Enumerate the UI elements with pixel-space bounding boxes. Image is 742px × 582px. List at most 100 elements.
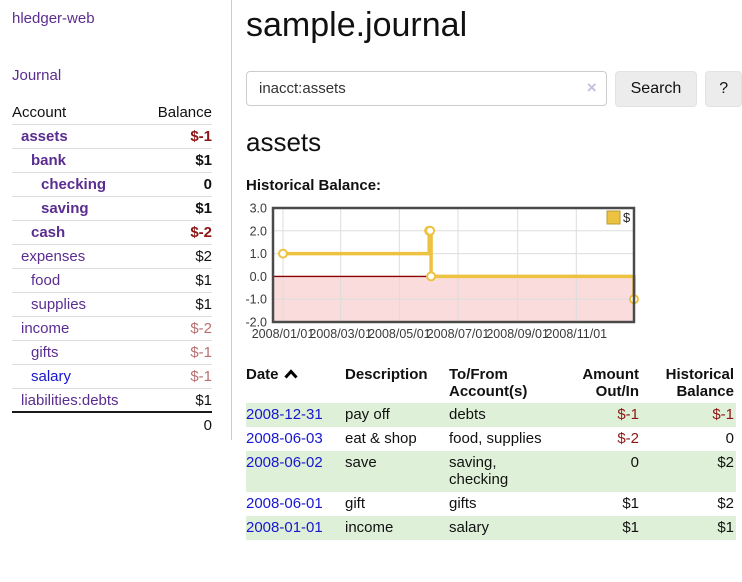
svg-text:2008/11/01: 2008/11/01: [545, 327, 607, 341]
accounts-total-value: 0: [145, 412, 212, 436]
transaction-description: pay off: [345, 403, 449, 427]
sort-ascending-icon: [284, 366, 298, 383]
transaction-amount: 0: [580, 451, 641, 492]
transaction-description: eat & shop: [345, 427, 449, 451]
transaction-date-link[interactable]: 2008-12-31: [246, 406, 323, 423]
description-column-header[interactable]: Description: [345, 363, 449, 403]
svg-text:-1.0: -1.0: [246, 293, 267, 307]
transaction-accounts: salary: [449, 516, 580, 540]
search-form: × Search ?: [246, 71, 742, 106]
account-link-saving[interactable]: saving: [41, 200, 89, 217]
account-row: income $-2: [12, 316, 212, 340]
account-link-liabilities-debts[interactable]: liabilities:debts: [21, 392, 119, 409]
chart-canvas: 3.02.01.00.0-1.0-2.02008/01/012008/03/01…: [246, 202, 742, 347]
historical-balance-chart[interactable]: 3.02.01.00.0-1.0-2.02008/01/012008/03/01…: [246, 202, 742, 347]
account-balance: $2: [145, 244, 212, 268]
transaction-date-link[interactable]: 2008-06-02: [246, 454, 323, 471]
account-link-income[interactable]: income: [21, 320, 69, 337]
account-balance: $1: [145, 388, 212, 412]
balance-column-header: Balance: [145, 100, 212, 124]
account-balance: $-1: [145, 124, 212, 148]
help-button[interactable]: ?: [705, 71, 742, 107]
account-balance: $-2: [145, 220, 212, 244]
svg-text:2008/01/01: 2008/01/01: [252, 327, 315, 341]
account-row: bank $1: [12, 148, 212, 172]
app-brand-link[interactable]: hledger-web: [12, 10, 231, 27]
account-row: checking 0: [12, 172, 212, 196]
svg-text:2008/05/01: 2008/05/01: [368, 327, 431, 341]
transaction-accounts: food, supplies: [449, 427, 580, 451]
register-table: Date Description To/From Account(s) Amou…: [246, 363, 736, 540]
transaction-row[interactable]: 2008-12-31pay offdebts$-1$-1: [246, 403, 736, 427]
balance-column-header-main[interactable]: Historical Balance: [641, 363, 736, 403]
transaction-balance: $2: [641, 492, 736, 516]
account-link-bank[interactable]: bank: [31, 152, 66, 169]
svg-text:0.0: 0.0: [250, 270, 267, 284]
transaction-row[interactable]: 2008-06-01 giftgifts$1$2: [246, 492, 736, 516]
sidebar-item-journal[interactable]: Journal: [12, 67, 231, 84]
legend-label: $: [623, 210, 631, 225]
account-row: expenses $2: [12, 244, 212, 268]
account-link-assets[interactable]: assets: [21, 128, 68, 145]
account-row: saving $1: [12, 196, 212, 220]
transaction-row[interactable]: 2008-01-01incomesalary$1$1: [246, 516, 736, 540]
date-column-header[interactable]: Date: [246, 363, 345, 403]
page-title: sample.journal: [246, 6, 742, 45]
transaction-accounts: saving, checking: [449, 451, 580, 492]
transaction-date-link[interactable]: 2008-01-01: [246, 519, 323, 536]
transaction-amount: $1: [580, 492, 641, 516]
account-row: cash $-2: [12, 220, 212, 244]
account-row: supplies $1: [12, 292, 212, 316]
account-column-header: Account: [12, 100, 145, 124]
account-tree-header: Account Balance: [12, 100, 212, 124]
svg-text:2.0: 2.0: [250, 224, 267, 238]
main-content: sample.journal × Search ? assets Histori…: [246, 0, 742, 540]
transaction-date-link[interactable]: 2008-06-03: [246, 430, 323, 447]
account-link-expenses[interactable]: expenses: [21, 248, 85, 265]
account-balance: $-2: [145, 316, 212, 340]
search-button[interactable]: Search: [615, 71, 698, 107]
search-input[interactable]: [246, 71, 607, 106]
accounts-total-row: 0: [12, 412, 212, 436]
clear-search-icon[interactable]: ×: [587, 78, 597, 98]
sidebar: hledger-web Journal Account Balance asse…: [0, 0, 232, 440]
account-link-checking[interactable]: checking: [41, 176, 106, 193]
account-balance: $1: [145, 196, 212, 220]
amount-column-header[interactable]: Amount Out/In: [580, 363, 641, 403]
transaction-row[interactable]: 2008-06-03 eat & shopfood, supplies$-20: [246, 427, 736, 451]
transaction-row[interactable]: 2008-06-02savesaving, checking0$2: [246, 451, 736, 492]
account-balance: $1: [145, 292, 212, 316]
account-row: assets $-1: [12, 124, 212, 148]
svg-text:2008/09/01: 2008/09/01: [486, 327, 549, 341]
transaction-description: gift: [345, 492, 449, 516]
account-balance: 0: [145, 172, 212, 196]
transaction-date-link[interactable]: 2008-06-01: [246, 495, 323, 512]
svg-text:2008/07/01: 2008/07/01: [427, 327, 490, 341]
transaction-amount: $-2: [580, 427, 641, 451]
account-tree: Account Balance assets $-1 bank $1 checking 0…: [12, 100, 212, 436]
transaction-balance: 0: [641, 427, 736, 451]
search-box: ×: [246, 71, 607, 106]
account-link-food[interactable]: food: [31, 272, 60, 289]
transaction-accounts: gifts: [449, 492, 580, 516]
account-row: food $1: [12, 268, 212, 292]
transaction-balance: $1: [641, 516, 736, 540]
transaction-amount: $-1: [580, 403, 641, 427]
account-link-salary[interactable]: salary: [31, 368, 71, 385]
transaction-description: income: [345, 516, 449, 540]
account-row: liabilities:debts $1: [12, 388, 212, 412]
account-balance: $-1: [145, 340, 212, 364]
transaction-balance: $2: [641, 451, 736, 492]
account-row: gifts $-1: [12, 340, 212, 364]
account-link-gifts[interactable]: gifts: [31, 344, 59, 361]
transaction-balance: $-1: [641, 403, 736, 427]
register-header-row: Date Description To/From Account(s) Amou…: [246, 363, 736, 403]
account-row: salary $-1: [12, 364, 212, 388]
account-balance: $1: [145, 148, 212, 172]
svg-text:2008/03/01: 2008/03/01: [309, 327, 372, 341]
account-balance: $-1: [145, 364, 212, 388]
account-link-supplies[interactable]: supplies: [31, 296, 86, 313]
account-balance: $1: [145, 268, 212, 292]
accounts-column-header[interactable]: To/From Account(s): [449, 363, 580, 403]
account-link-cash[interactable]: cash: [31, 224, 65, 241]
